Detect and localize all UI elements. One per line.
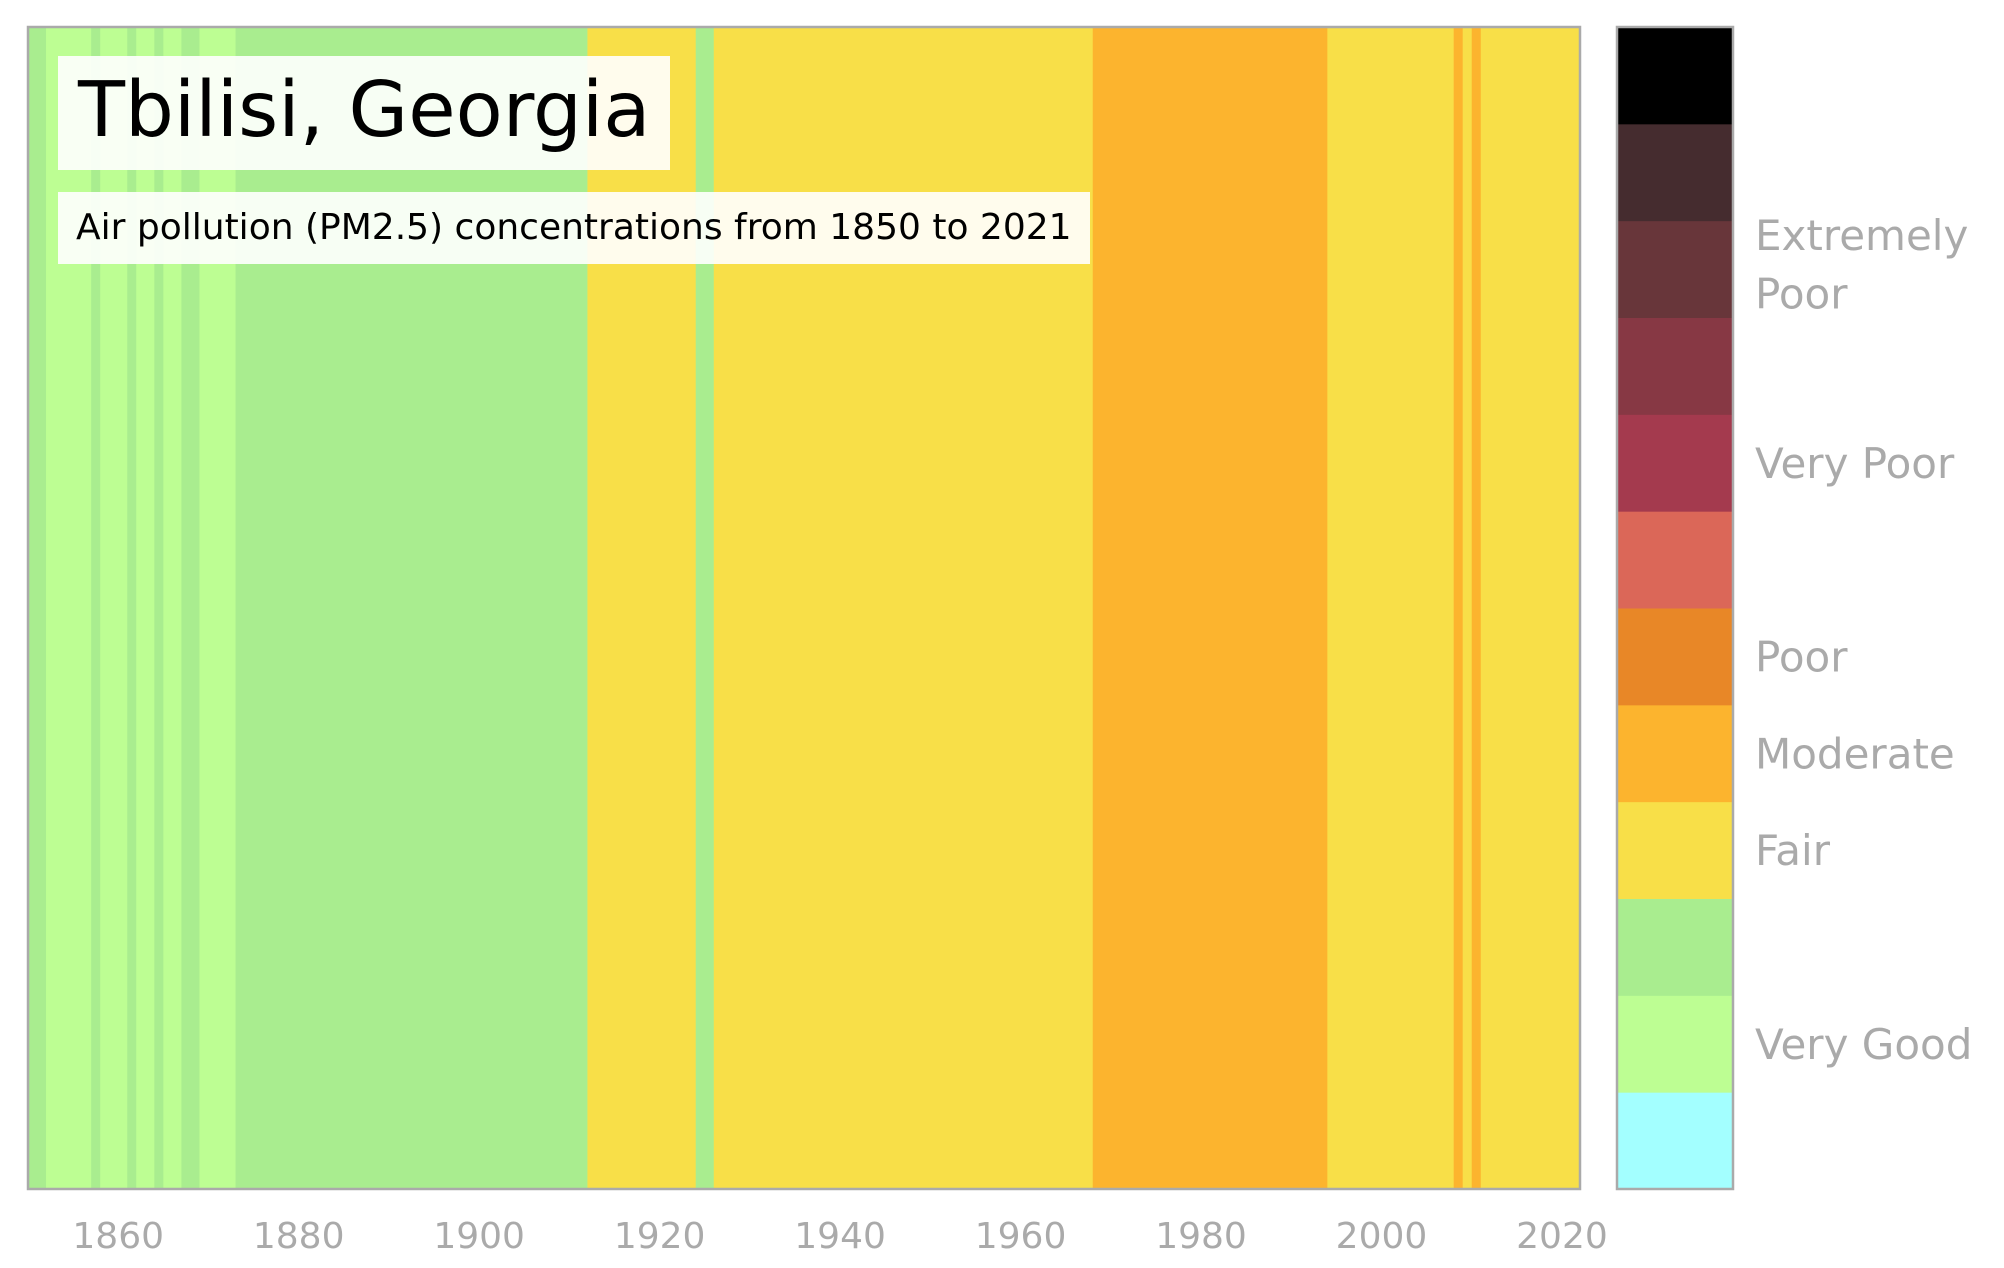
colorbar-swatch xyxy=(1617,801,1733,899)
x-tick-label: 1940 xyxy=(794,1216,886,1257)
colorbar-label: Poor xyxy=(1755,269,1848,318)
year-stripe xyxy=(695,27,715,1189)
colorbar-swatch xyxy=(1617,704,1733,803)
year-stripe xyxy=(181,27,200,1189)
chart-title: Tbilisi, Georgia xyxy=(58,56,671,170)
year-stripe xyxy=(91,27,101,1189)
colorbar-swatch xyxy=(1617,414,1733,512)
year-stripe xyxy=(1471,27,1482,1189)
colorbar-swatch xyxy=(1617,898,1733,996)
colorbar-swatch xyxy=(1617,27,1733,125)
year-stripe xyxy=(1480,27,1581,1189)
year-stripe xyxy=(127,27,137,1189)
x-tick-label: 1980 xyxy=(1155,1216,1247,1257)
x-tick-label: 1860 xyxy=(72,1216,164,1257)
year-stripe xyxy=(1092,27,1328,1189)
year-stripe xyxy=(1462,27,1473,1189)
x-tick-label: 1900 xyxy=(433,1216,525,1257)
colorbar-label: Poor xyxy=(1755,632,1848,681)
colorbar-swatch xyxy=(1617,511,1733,609)
colorbar-label: Moderate xyxy=(1755,729,1955,778)
colorbar-swatch xyxy=(1617,317,1733,415)
x-tick-label: 2020 xyxy=(1516,1216,1608,1257)
year-stripe xyxy=(1453,27,1464,1189)
colorbar-swatch xyxy=(1617,608,1733,706)
plot-frame xyxy=(26,25,1582,1191)
colorbar-swatch xyxy=(1617,123,1733,222)
x-axis-ticks: 1860 1880 1900 1920 1940 1960 1980 2000 2020 xyxy=(72,1216,1607,1257)
colorbar-label: Very Poor xyxy=(1755,439,1955,488)
colorbar-label: Fair xyxy=(1755,826,1831,875)
colorbar-swatch xyxy=(1617,995,1733,1093)
x-tick-label: 2000 xyxy=(1336,1216,1428,1257)
colorbar xyxy=(1617,27,1733,1190)
x-tick-label: 1960 xyxy=(975,1216,1067,1257)
year-stripe xyxy=(28,27,47,1189)
year-stripe xyxy=(136,27,155,1189)
x-tick-label: 1920 xyxy=(614,1216,706,1257)
year-stripe xyxy=(154,27,164,1189)
chart-subtitle: Air pollution (PM2.5) concentrations fro… xyxy=(58,192,1090,264)
colorbar-swatch xyxy=(1617,220,1733,318)
colorbar-labels: Very Good Fair Moderate Poor Very Poor Extrem… xyxy=(1755,211,1972,1069)
colorbar-label: Very Good xyxy=(1755,1020,1972,1069)
colorbar-label: Extremely xyxy=(1755,211,1968,260)
year-stripe xyxy=(1327,27,1455,1189)
x-tick-label: 1880 xyxy=(253,1216,345,1257)
colorbar-swatch xyxy=(1617,1092,1733,1190)
colorbar-frame xyxy=(1615,25,1735,1191)
year-stripe xyxy=(163,27,182,1189)
